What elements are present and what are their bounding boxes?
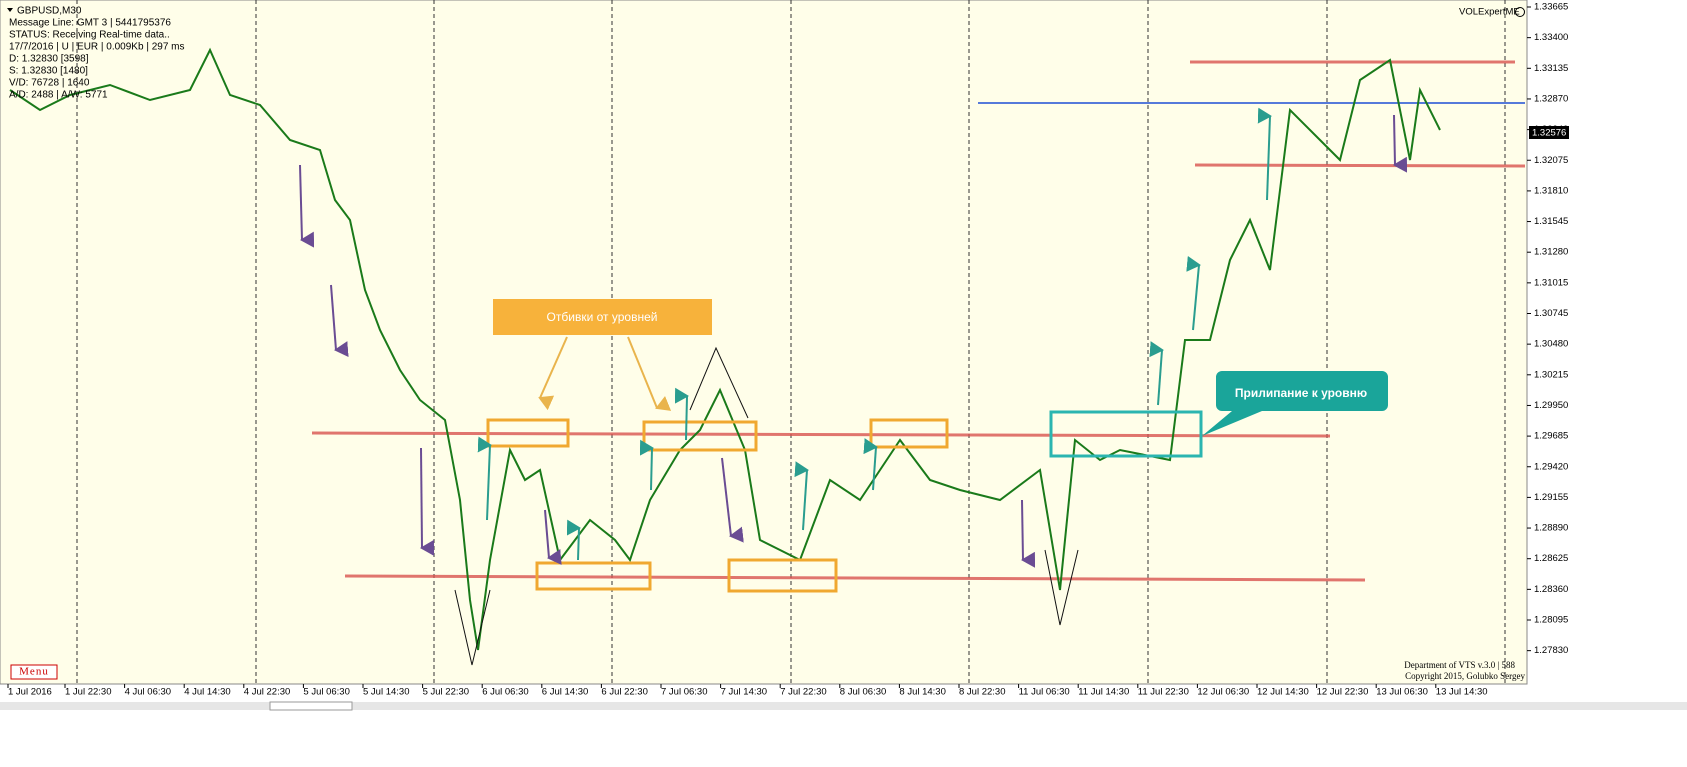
time-label: 5 Jul 14:30	[363, 687, 409, 698]
chart-area	[0, 0, 1527, 684]
time-label: 5 Jul 22:30	[423, 687, 469, 698]
price-label: 1.28360	[1534, 584, 1568, 595]
menu-button[interactable]	[10, 664, 58, 680]
price-label: 1.33400	[1534, 32, 1568, 43]
time-label: 4 Jul 06:30	[125, 687, 171, 698]
price-label: 1.28625	[1534, 553, 1568, 564]
time-label: 6 Jul 06:30	[482, 687, 528, 698]
time-label: 7 Jul 22:30	[780, 687, 826, 698]
time-label: 4 Jul 22:30	[244, 687, 290, 698]
price-label: 1.28095	[1534, 615, 1568, 626]
indicator-name: VOLExpertME	[1459, 7, 1520, 18]
price-label: 1.29685	[1534, 431, 1568, 442]
time-label: 11 Jul 14:30	[1078, 687, 1129, 698]
time-label: 4 Jul 14:30	[184, 687, 230, 698]
price-tag	[1529, 126, 1569, 139]
time-label: 13 Jul 14:30	[1436, 687, 1488, 698]
info-line: D: 1.32830 [3598]	[9, 54, 89, 65]
time-label: 12 Jul 22:30	[1317, 687, 1369, 698]
current-price: 1.32576	[1532, 128, 1566, 139]
time-label: 1 Jul 2016	[8, 687, 52, 698]
info-line: V/D: 76728 | 1640	[9, 78, 90, 89]
price-axis: 1.336651.334001.331351.328701.323401.320…	[1526, 0, 1568, 684]
time-label: 8 Jul 06:30	[840, 687, 886, 698]
price-label: 1.29420	[1534, 461, 1568, 472]
info-panel: GBPUSD,M30 Message Line: GMT 3 | 5441795…	[7, 6, 185, 101]
menu-label[interactable]: Menu	[19, 666, 49, 678]
price-label: 1.33135	[1534, 63, 1568, 74]
annotation: Отбивки от уровней	[547, 310, 658, 324]
time-label: 1 Jul 22:30	[65, 687, 111, 698]
note-box	[493, 299, 712, 335]
info-line: 17/7/2016 | U | EUR | 0.009Kb | 297 ms	[9, 42, 185, 53]
tab[interactable]	[269, 701, 353, 711]
time-label: 7 Jul 14:30	[721, 687, 767, 698]
price-label: 1.31545	[1534, 216, 1568, 227]
time-axis: 1 Jul 2016 1 Jul 22:30 4 Jul 06:30 4 Jul 14…	[7, 684, 1488, 698]
time-label: 11 Jul 22:30	[1138, 687, 1189, 698]
price-label: 1.28890	[1534, 523, 1568, 534]
period-separators	[76, 0, 1506, 684]
price-label: 1.30480	[1534, 339, 1568, 350]
footer: Copyright 2015, Golubko Sergey	[1405, 671, 1525, 681]
price-label: 1.32870	[1534, 93, 1568, 104]
price-label: 1.30745	[1534, 308, 1568, 319]
time-label: 12 Jul 06:30	[1197, 687, 1249, 698]
time-label: 11 Jul 06:30	[1019, 687, 1070, 698]
footer: Department of VTS v.3.0 | 588	[1404, 660, 1515, 670]
price-label: 1.31015	[1534, 277, 1568, 288]
arrows	[299, 107, 1408, 568]
time-label: 12 Jul 14:30	[1257, 687, 1309, 698]
callout	[1202, 371, 1388, 436]
price-label: 1.31810	[1534, 185, 1568, 196]
annotation: Прилипание к уровню	[1235, 386, 1367, 400]
time-label: 8 Jul 22:30	[959, 687, 1005, 698]
indicator-icon	[1515, 7, 1525, 17]
price-label: 1.33665	[1534, 2, 1568, 13]
time-label: 6 Jul 22:30	[601, 687, 647, 698]
price-label: 1.31280	[1534, 247, 1568, 258]
time-label: 8 Jul 14:30	[899, 687, 945, 698]
time-label: 6 Jul 14:30	[542, 687, 588, 698]
levels	[311, 60, 1526, 582]
info-line: STATUS: Receiving Real-time data..	[9, 30, 170, 41]
price-label: 1.27830	[1534, 645, 1568, 656]
price-label: 1.32075	[1534, 155, 1568, 166]
time-label: 5 Jul 06:30	[303, 687, 349, 698]
price-label: 1.30215	[1534, 369, 1568, 380]
price-label: 1.29155	[1534, 492, 1568, 503]
swing-marks	[454, 346, 1079, 666]
zones	[486, 410, 1203, 593]
info-line: A/D: 2488 | A/W: 5771	[9, 90, 108, 101]
info-line: Message Line: GMT 3 | 5441795376	[9, 18, 171, 29]
time-label: 13 Jul 06:30	[1376, 687, 1428, 698]
info-line: S: 1.32830 [1480]	[9, 66, 88, 77]
price-label: 1.29950	[1534, 400, 1568, 411]
tab-bar	[0, 702, 1687, 710]
symbol: GBPUSD,M30	[17, 6, 82, 17]
time-label: 7 Jul 06:30	[661, 687, 707, 698]
